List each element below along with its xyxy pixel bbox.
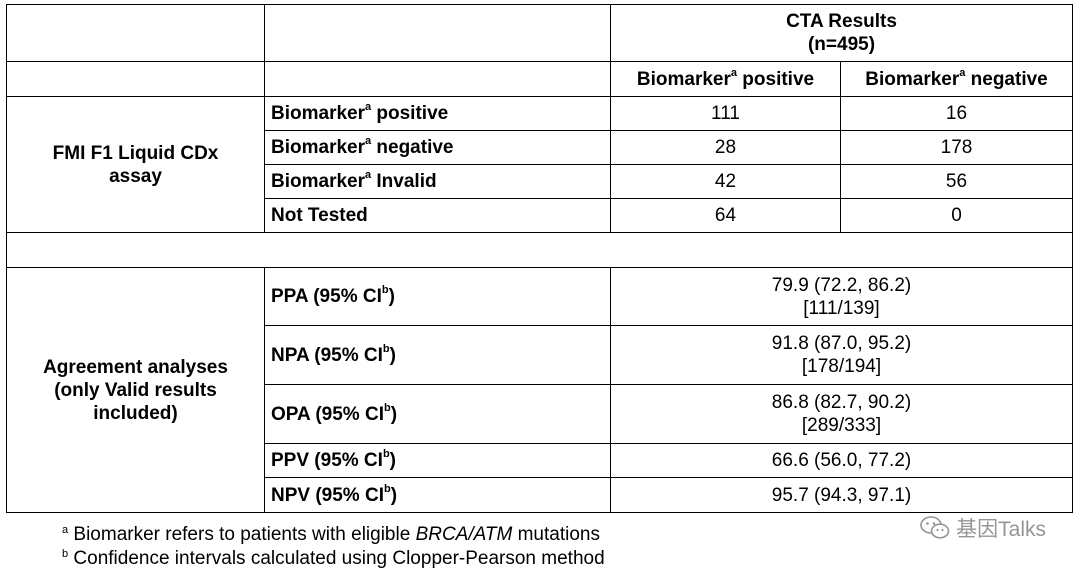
table-row: OPA (95% CIb) 86.8 (82.7, 90.2) [289/333… xyxy=(7,384,1073,444)
empty-cell xyxy=(6,232,1073,268)
agreement-value: 79.9 (72.2, 86.2) [111/139] xyxy=(610,267,1073,326)
row-label: Biomarkera negative xyxy=(264,130,611,165)
cell-value: 178 xyxy=(840,130,1073,165)
cta-results-header: CTA Results (n=495) xyxy=(610,4,1073,62)
cell-value: 0 xyxy=(840,198,1073,233)
table-row: Biomarkera Invalid 42 56 xyxy=(7,164,1073,199)
table-subheader-row: Biomarkera positive Biomarkera negative xyxy=(6,61,1073,97)
table-row: PPV (95% CIb) 66.6 (56.0, 77.2) xyxy=(7,443,1073,478)
agreement-value: 95.7 (94.3, 97.1) xyxy=(610,477,1073,513)
watermark: 基因Talks xyxy=(920,513,1046,543)
table-row: NPA (95% CIb) 91.8 (87.0, 95.2) [178/194… xyxy=(7,325,1073,385)
footnote-a: a Biomarker refers to patients with elig… xyxy=(62,524,600,545)
agreement-label: Agreement analyses (only Valid results i… xyxy=(6,267,265,513)
spacer-row xyxy=(6,232,1073,268)
empty-cell xyxy=(6,4,265,62)
empty-cell xyxy=(264,61,611,97)
cell-value: 64 xyxy=(610,198,841,233)
row-label: Biomarkera positive xyxy=(264,96,611,131)
row-label: Not Tested xyxy=(264,198,611,233)
row-label: NPV (95% CIb) xyxy=(264,477,611,513)
cell-value: 28 xyxy=(610,130,841,165)
cell-value: 111 xyxy=(610,96,841,131)
row-label: NPA (95% CIb) xyxy=(264,325,611,385)
row-label: OPA (95% CIb) xyxy=(264,384,611,444)
agreement-value: 91.8 (87.0, 95.2) [178/194] xyxy=(610,325,1073,385)
cell-value: 16 xyxy=(840,96,1073,131)
cell-value: 42 xyxy=(610,164,841,199)
cta-results-title: CTA Results xyxy=(786,11,897,32)
watermark-text: 基因Talks xyxy=(956,518,1046,541)
table-row: FMI F1 Liquid CDx assay Biomarkera posit… xyxy=(6,96,1073,233)
empty-cell xyxy=(6,61,265,97)
cell-value: 56 xyxy=(840,164,1073,199)
col-header-positive: Biomarkera positive xyxy=(610,61,841,97)
footnote-b: b Confidence intervals calculated using … xyxy=(62,548,605,569)
table-header-row: CTA Results (n=495) xyxy=(6,4,1073,62)
row-label: PPA (95% CIb) xyxy=(264,267,611,326)
row-label: PPV (95% CIb) xyxy=(264,443,611,478)
agreement-value: 66.6 (56.0, 77.2) xyxy=(610,443,1073,478)
row-label: Biomarkera Invalid xyxy=(264,164,611,199)
cta-results-table: CTA Results (n=495) Biomarkera positive … xyxy=(6,4,1073,513)
empty-cell xyxy=(264,4,611,62)
table-row: Agreement analyses (only Valid results i… xyxy=(6,267,1073,513)
table-row: Biomarkera negative 28 178 xyxy=(7,130,1073,165)
assay-label: FMI F1 Liquid CDx assay xyxy=(6,96,265,233)
cta-results-n: (n=495) xyxy=(807,34,876,55)
table-row: NPV (95% CIb) 95.7 (94.3, 97.1) xyxy=(7,477,1073,513)
agreement-value: 86.8 (82.7, 90.2) [289/333] xyxy=(610,384,1073,444)
col-header-negative: Biomarkera negative xyxy=(840,61,1073,97)
wechat-icon xyxy=(920,516,950,539)
